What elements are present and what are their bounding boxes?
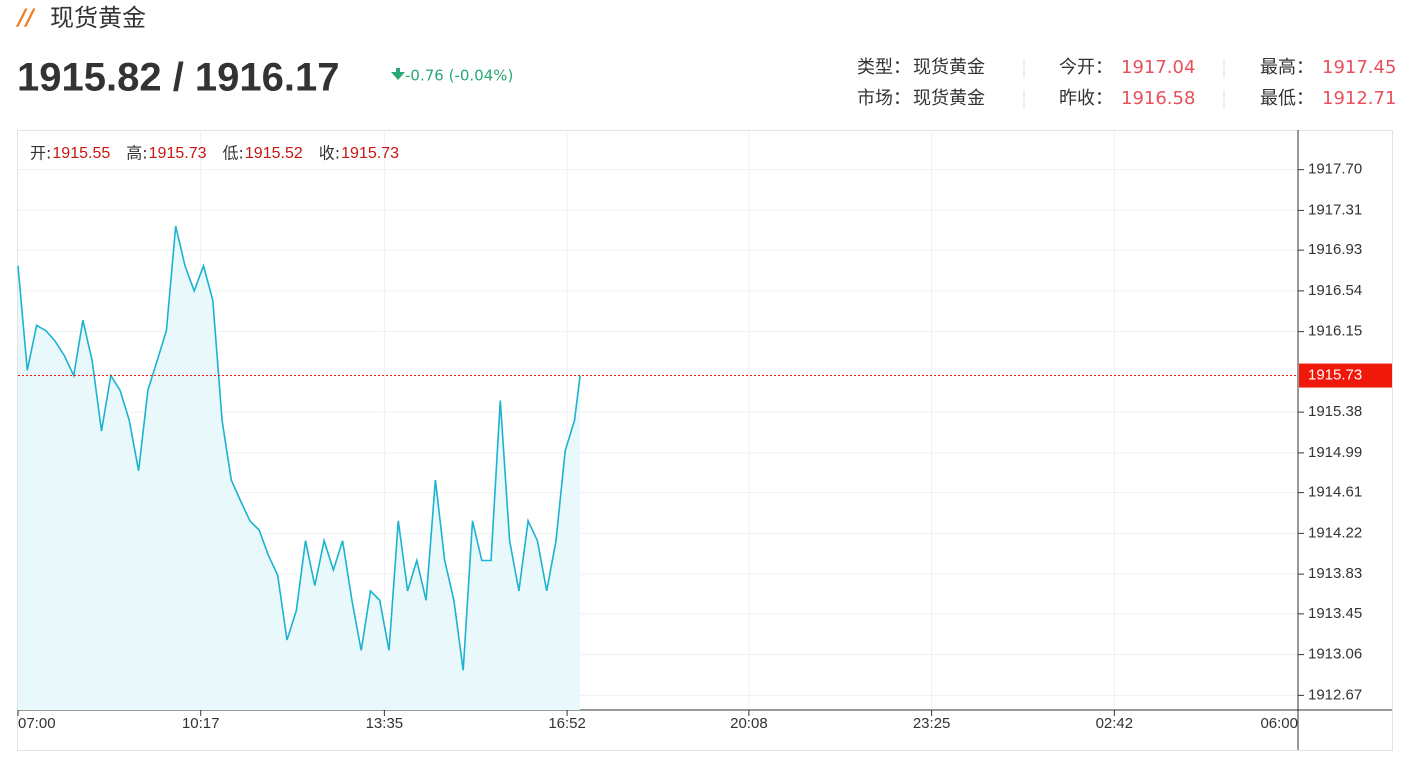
info-value: 现货黄金 bbox=[913, 57, 985, 78]
y-tick-label: 1912.67 bbox=[1308, 686, 1362, 703]
y-tick-label: 1913.45 bbox=[1308, 605, 1362, 622]
y-tick-label: 1917.70 bbox=[1308, 161, 1362, 178]
ohlc-label: 低: bbox=[223, 144, 244, 163]
y-tick-label: 1914.61 bbox=[1308, 484, 1362, 501]
info-label: 今开： bbox=[1059, 57, 1113, 78]
ohlc-value: 1915.55 bbox=[52, 145, 110, 162]
info-label: 最高： bbox=[1260, 57, 1314, 78]
y-tick-label: 1915.38 bbox=[1308, 403, 1362, 420]
price: 1915.82 / 1916.17 bbox=[17, 56, 340, 100]
x-tick-label: 16:52 bbox=[548, 715, 586, 732]
y-tick-label: 1913.06 bbox=[1308, 646, 1362, 663]
area bbox=[18, 226, 581, 710]
info-value: 1916.58 bbox=[1121, 88, 1195, 109]
y-tick-label: 1916.93 bbox=[1308, 241, 1362, 258]
y-tick-label: 1917.31 bbox=[1308, 201, 1362, 218]
ohlc-value: 1915.73 bbox=[149, 145, 207, 162]
info-label: 市场： bbox=[857, 88, 911, 109]
current-price-box bbox=[1299, 363, 1392, 388]
chart-frame bbox=[17, 130, 1393, 751]
info-value: 1917.45 bbox=[1322, 57, 1396, 78]
x-tick-label: 07:00 bbox=[18, 715, 56, 732]
x-tick-label: 02:42 bbox=[1096, 715, 1134, 732]
x-tick-label: 06:00 bbox=[1260, 715, 1298, 732]
ohlc-label: 高: bbox=[126, 144, 147, 163]
y-tick-label: 1914.99 bbox=[1308, 444, 1362, 461]
ohlc-value: 1915.73 bbox=[341, 145, 399, 162]
price-line bbox=[17, 225, 581, 671]
ohlc-value: 1915.52 bbox=[245, 145, 303, 162]
y-tick-label: 1916.54 bbox=[1308, 282, 1362, 299]
info-label: 最低： bbox=[1260, 88, 1314, 109]
x-tick-label: 20:08 bbox=[730, 715, 768, 732]
info-label: 昨收： bbox=[1059, 88, 1113, 109]
x-tick-label: 13:35 bbox=[366, 715, 404, 732]
y-tick-label: 1916.15 bbox=[1308, 323, 1362, 340]
x-tick-label: 10:17 bbox=[182, 715, 220, 732]
title: 现货黄金 bbox=[50, 4, 146, 32]
info-value: 现货黄金 bbox=[913, 88, 985, 109]
info-value: 1912.71 bbox=[1322, 88, 1396, 109]
current-price-label: 1915.73 bbox=[1308, 367, 1362, 384]
logo-icon: // bbox=[15, 6, 36, 31]
ohlc-label: 收: bbox=[319, 144, 340, 163]
y-tick-label: 1914.22 bbox=[1308, 524, 1362, 541]
info-value: 1917.04 bbox=[1121, 57, 1195, 78]
info-label: 类型： bbox=[857, 57, 911, 78]
ohlc-label: 开: bbox=[30, 144, 51, 163]
x-tick-label: 23:25 bbox=[913, 715, 951, 732]
down-arrow bbox=[391, 68, 405, 80]
y-tick-label: 1913.83 bbox=[1308, 565, 1362, 582]
change: -0.76 (-0.04%) bbox=[405, 67, 513, 85]
